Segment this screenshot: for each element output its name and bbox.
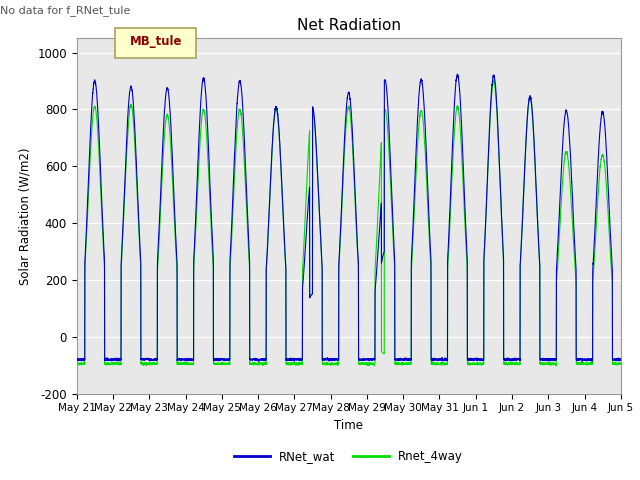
X-axis label: Time: Time (334, 419, 364, 432)
Legend: RNet_wat, Rnet_4way: RNet_wat, Rnet_4way (230, 445, 468, 468)
Text: MB_tule: MB_tule (129, 36, 182, 48)
Title: Net Radiation: Net Radiation (297, 18, 401, 33)
FancyBboxPatch shape (115, 28, 196, 58)
Y-axis label: Solar Radiation (W/m2): Solar Radiation (W/m2) (19, 147, 32, 285)
Text: No data for f_RNet_tule: No data for f_RNet_tule (1, 5, 131, 16)
